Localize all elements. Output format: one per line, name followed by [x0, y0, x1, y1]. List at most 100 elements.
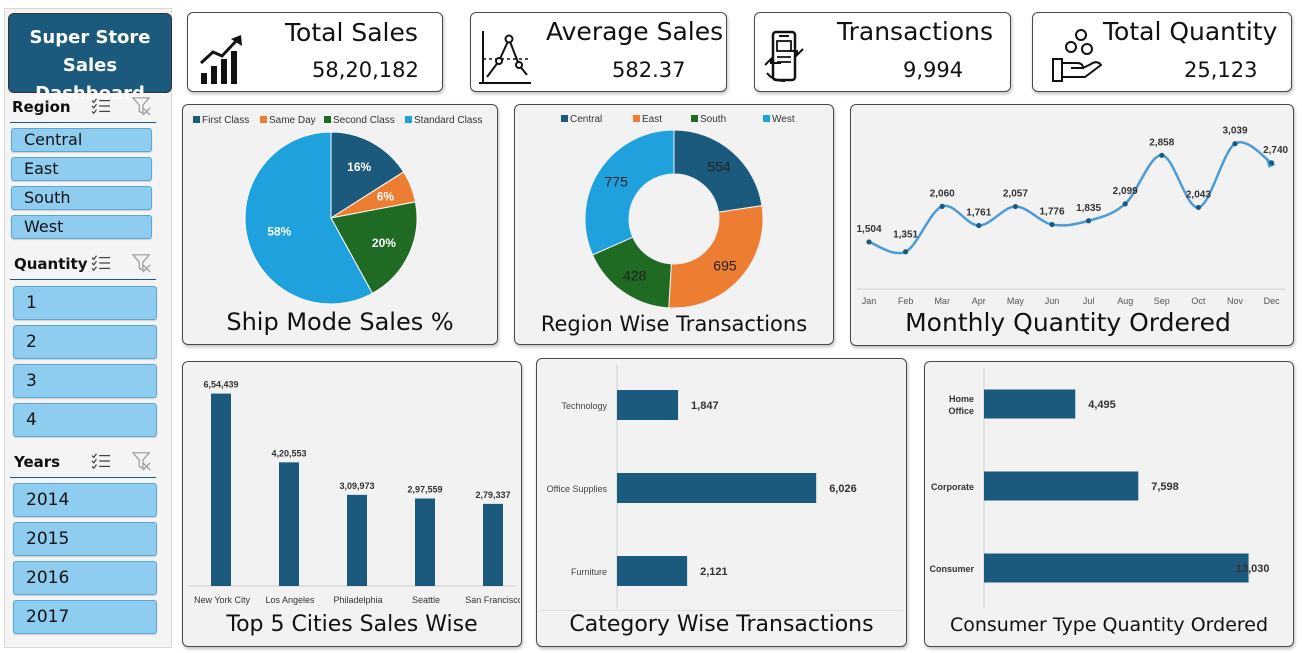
slicer-quantity-item[interactable]: 1 [13, 286, 157, 320]
multi-select-icon[interactable] [90, 254, 112, 272]
consumer-type-bar-chart: 4,495 Home Office 7,598 Corporate 13,030 Consu… [929, 368, 1270, 608]
multi-select-icon[interactable] [90, 97, 112, 115]
bar [415, 498, 435, 586]
slicer-region-item[interactable]: East [11, 157, 152, 181]
bar [347, 494, 367, 586]
monthly-chart-title: Monthly Quantity Ordered [905, 308, 1231, 337]
kpi-average-sales: Average Sales 582.37 [470, 12, 727, 92]
line-graph-icon [479, 31, 531, 84]
slicer-quantity-item[interactable]: 4 [13, 403, 157, 437]
monthly-chart-card: 1,504 Jan 1,351 Feb 2,060 Mar 1,761 Apr 2,057 May… [850, 104, 1294, 346]
legend-swatch [260, 116, 267, 123]
data-point [1232, 141, 1238, 147]
slicer-years-item[interactable]: 2016 [13, 561, 157, 595]
kpi-total-sales-value: 58,20,182 [312, 58, 419, 82]
bar [617, 390, 679, 420]
y-tick-label: Technology [561, 401, 607, 411]
kpi-transactions: Transactions 9,994 [754, 12, 1011, 92]
donut-data-label: 695 [713, 257, 737, 273]
legend-label: Central [570, 114, 602, 125]
bar [483, 503, 503, 586]
data-point [903, 249, 909, 255]
pie-slice [330, 201, 418, 295]
data-label: 1,835 [1076, 203, 1101, 214]
monthly-quantity-line-chart: 1,504 Jan 1,351 Feb 2,060 Mar 1,761 Apr 2,057 May… [856, 126, 1288, 306]
legend-label: Second Class [333, 115, 395, 126]
slicer-years-item[interactable]: 2014 [13, 483, 157, 517]
x-tick-label: Feb [898, 296, 914, 306]
ship-mode-chart-title: Ship Mode Sales % [226, 308, 454, 336]
data-label: 2,740 [1263, 145, 1288, 156]
pie-slice [244, 131, 374, 305]
legend-label: First Class [202, 115, 249, 126]
data-label: 2,060 [930, 188, 955, 199]
data-label: 2,099 [1113, 186, 1138, 197]
data-point [1122, 201, 1128, 207]
bar [984, 389, 1076, 419]
data-label: 3,09,973 [339, 481, 374, 491]
clear-filter-icon[interactable] [131, 253, 153, 273]
top-cities-bar-chart: 6,54,439 New York City 4,20,553 Los Angeles… [189, 380, 520, 605]
slicer-years-item[interactable]: 2015 [13, 522, 157, 556]
y-tick-label: Office [948, 406, 974, 416]
legend-swatch [763, 115, 770, 122]
x-tick-label: Mar [934, 296, 950, 306]
x-tick-label: Nov [1227, 296, 1244, 306]
data-label: 6,54,439 [203, 380, 238, 390]
y-tick-label: Furniture [571, 567, 607, 577]
clear-filter-icon[interactable] [131, 451, 153, 471]
x-tick-label: San Francisco [465, 595, 520, 605]
slicer-quantity-item[interactable]: 3 [13, 364, 157, 398]
donut-data-label: 775 [605, 173, 629, 189]
kpi-average-sales-title: Average Sales [546, 17, 724, 46]
kpi-total-quantity-title: Total Quantity [1103, 17, 1278, 46]
slicer-region-item[interactable]: South [11, 186, 152, 210]
data-label: 2,121 [700, 566, 728, 578]
slicer-quantity-divider [10, 279, 156, 280]
multi-select-icon[interactable] [90, 452, 112, 470]
y-tick-label: Corporate [931, 482, 974, 492]
data-label: 3,039 [1222, 126, 1247, 137]
legend-swatch [193, 116, 200, 123]
data-label: 2,043 [1186, 189, 1211, 200]
data-label: 6,026 [829, 483, 857, 495]
data-point [976, 222, 982, 229]
hand-coins-icon [1052, 29, 1103, 82]
consumer-chart-title: Consumer Type Quantity Ordered [949, 614, 1269, 636]
clear-filter-icon[interactable] [131, 96, 153, 116]
data-label: 1,847 [691, 400, 719, 412]
slicer-region-item[interactable]: Central [11, 128, 152, 152]
bar [279, 462, 299, 586]
slicer-years-item[interactable]: 2017 [13, 600, 157, 634]
ship-mode-chart-card: First Class Same Day Second Class Standard … [182, 104, 498, 345]
x-tick-label: Jun [1045, 296, 1060, 306]
pie-data-label: 16% [347, 160, 371, 174]
slicer-quantity-item[interactable]: 2 [13, 325, 157, 359]
data-point [1159, 152, 1165, 158]
kpi-transactions-title: Transactions [837, 17, 994, 46]
legend-swatch [561, 115, 568, 122]
legend-swatch [324, 116, 331, 123]
data-label: 13,030 [1236, 563, 1270, 575]
pie-data-label: 58% [267, 224, 291, 238]
bar [984, 471, 1139, 501]
y-tick-label: Office Supplies [547, 484, 608, 494]
slicer-years-divider [10, 477, 156, 478]
data-label: 2,97,559 [407, 485, 442, 495]
region-chart-card: Central East South West 554 695 428 775 Region … [514, 104, 834, 345]
kpi-transactions-value: 9,994 [903, 58, 964, 82]
mobile-payment-icon [764, 30, 804, 82]
slicer-region-item[interactable]: West [11, 215, 152, 239]
legend-label: Standard Class [414, 115, 482, 126]
ship-mode-pie-chart: First Class Same Day Second Class Standard … [193, 115, 482, 305]
data-point [939, 203, 945, 209]
data-label: 4,20,553 [271, 448, 306, 458]
donut-data-label: 428 [623, 268, 647, 284]
legend-label: South [700, 114, 726, 125]
data-point [1049, 221, 1055, 228]
bar [617, 473, 817, 503]
dashboard-title: Super Store Sales Dashboard [8, 13, 172, 104]
x-tick-label: Sep [1154, 296, 1170, 306]
x-tick-label: Jul [1083, 296, 1095, 306]
category-bar-chart: 1,847 Technology 6,026 Office Supplies 2,121… [541, 365, 903, 611]
